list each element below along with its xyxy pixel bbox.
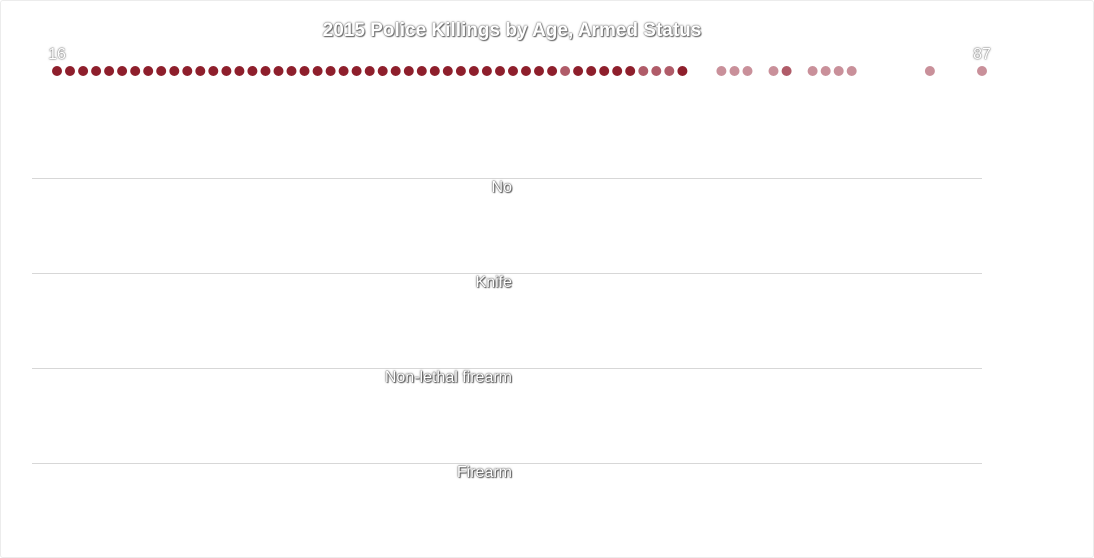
row-divider-non-lethal-firearm xyxy=(32,368,982,369)
age-dot-36 xyxy=(312,66,323,76)
age-dot-30 xyxy=(234,66,245,76)
age-dot-54 xyxy=(547,66,558,76)
row-label-knife: Knife xyxy=(475,274,512,291)
age-dot-71 xyxy=(768,66,779,76)
age-dot-29 xyxy=(221,66,232,76)
age-dot-18 xyxy=(78,66,89,76)
age-dot-60 xyxy=(625,66,636,76)
age-dot-72 xyxy=(781,66,792,76)
row-divider-no xyxy=(32,178,982,179)
age-dot-20 xyxy=(104,66,115,76)
age-dot-17 xyxy=(65,66,75,76)
age-dot-67 xyxy=(716,66,727,76)
row-label-no: No xyxy=(491,179,512,196)
age-dot-21 xyxy=(117,66,128,76)
age-dot-61 xyxy=(638,66,649,76)
row-label-non-lethal-firearm: Non-lethal firearm xyxy=(384,369,512,386)
age-dot-32 xyxy=(260,66,271,76)
age-dot-22 xyxy=(130,66,141,76)
row-divider-firearm xyxy=(32,463,982,464)
age-dot-87 xyxy=(977,66,987,76)
age-dot-44 xyxy=(416,66,427,76)
age-dot-39 xyxy=(351,66,362,76)
age-dot-49 xyxy=(481,66,492,76)
age-dot-52 xyxy=(521,66,531,76)
age-dot-57 xyxy=(586,66,597,76)
age-dot-59 xyxy=(612,66,623,76)
age-dot-46 xyxy=(442,66,453,76)
age-min-label: 16 xyxy=(48,46,66,63)
age-dot-47 xyxy=(455,66,466,76)
age-dot-26 xyxy=(182,66,193,76)
age-dot-45 xyxy=(429,66,440,76)
chart-title: 2015 Police Killings by Age, Armed Statu… xyxy=(322,20,702,41)
row-label-firearm: Firearm xyxy=(456,464,512,481)
age-dot-33 xyxy=(273,66,284,76)
age-dot-31 xyxy=(247,66,258,76)
age-dot-37 xyxy=(325,66,336,76)
age-dot-58 xyxy=(599,66,610,76)
age-dot-28 xyxy=(208,66,219,76)
age-dot-56 xyxy=(573,66,584,76)
age-dot-69 xyxy=(742,66,753,76)
age-dot-53 xyxy=(534,66,544,76)
age-dot-75 xyxy=(820,66,831,76)
age-dot-43 xyxy=(403,66,414,76)
age-dot-16 xyxy=(52,66,62,76)
age-dot-74 xyxy=(807,66,818,76)
age-dot-42 xyxy=(390,66,401,76)
age-dot-25 xyxy=(169,66,180,76)
age-dot-55 xyxy=(560,66,571,76)
age-dot-23 xyxy=(143,66,154,76)
age-dot-35 xyxy=(299,66,310,76)
age-dot-77 xyxy=(846,66,857,76)
age-max-label: 87 xyxy=(973,46,991,63)
age-dot-76 xyxy=(833,66,844,76)
age-dot-41 xyxy=(377,66,388,76)
age-dot-24 xyxy=(156,66,167,76)
age-dot-38 xyxy=(338,66,349,76)
age-dot-63 xyxy=(664,66,675,76)
age-dot-50 xyxy=(495,66,505,76)
age-dot-64 xyxy=(677,66,688,76)
age-dot-34 xyxy=(286,66,297,76)
age-dot-19 xyxy=(91,66,102,76)
age-dot-27 xyxy=(195,66,206,76)
age-dot-48 xyxy=(468,66,479,76)
age-dot-68 xyxy=(729,66,740,76)
age-dot-83 xyxy=(924,66,935,76)
row-divider-knife xyxy=(32,273,982,274)
age-dot-62 xyxy=(651,66,662,76)
age-dot-40 xyxy=(364,66,375,76)
age-dot-51 xyxy=(508,66,518,76)
